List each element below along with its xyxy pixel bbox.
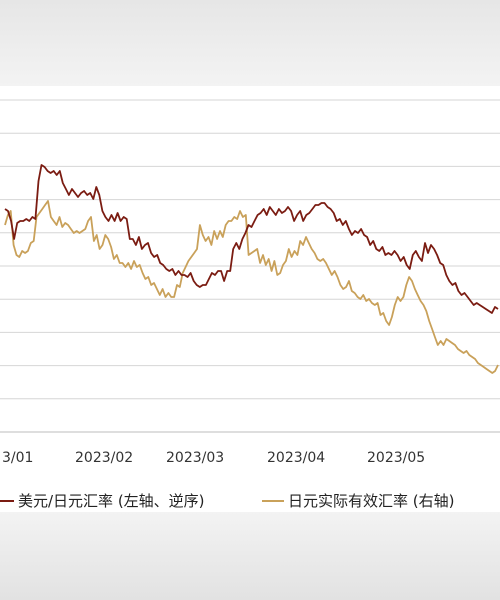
x-tick-label: 2023/03: [166, 450, 224, 466]
series-lines: [4, 164, 499, 374]
legend: 美元/日元汇率 (左轴、逆序) 日元实际有效汇率 (右轴): [0, 490, 500, 514]
bottom-background: [0, 512, 500, 600]
series-line-jpy-reer: [4, 200, 499, 374]
x-tick-label: 2023/05: [367, 450, 425, 466]
legend-item-usdjpy: 美元/日元汇率 (左轴、逆序): [0, 490, 205, 511]
legend-swatch-jpy-reer: [262, 499, 284, 502]
legend-label-jpy-reer: 日元实际有效汇率 (右轴): [288, 492, 455, 510]
x-tick-label: 3/01: [2, 450, 33, 466]
top-background: [0, 0, 500, 86]
x-tick-label: 2023/04: [267, 450, 325, 466]
legend-label-usdjpy: 美元/日元汇率 (左轴、逆序): [18, 492, 205, 510]
series-line-usdjpy: [4, 164, 499, 314]
x-axis-ticks: 3/01 2023/02 2023/03 2023/04 2023/05: [2, 450, 425, 466]
legend-item-jpy-reer: 日元实际有效汇率 (右轴): [262, 490, 454, 511]
x-tick-label: 2023/02: [75, 450, 133, 466]
legend-swatch-usdjpy: [0, 499, 14, 502]
gridlines: [0, 99, 500, 433]
